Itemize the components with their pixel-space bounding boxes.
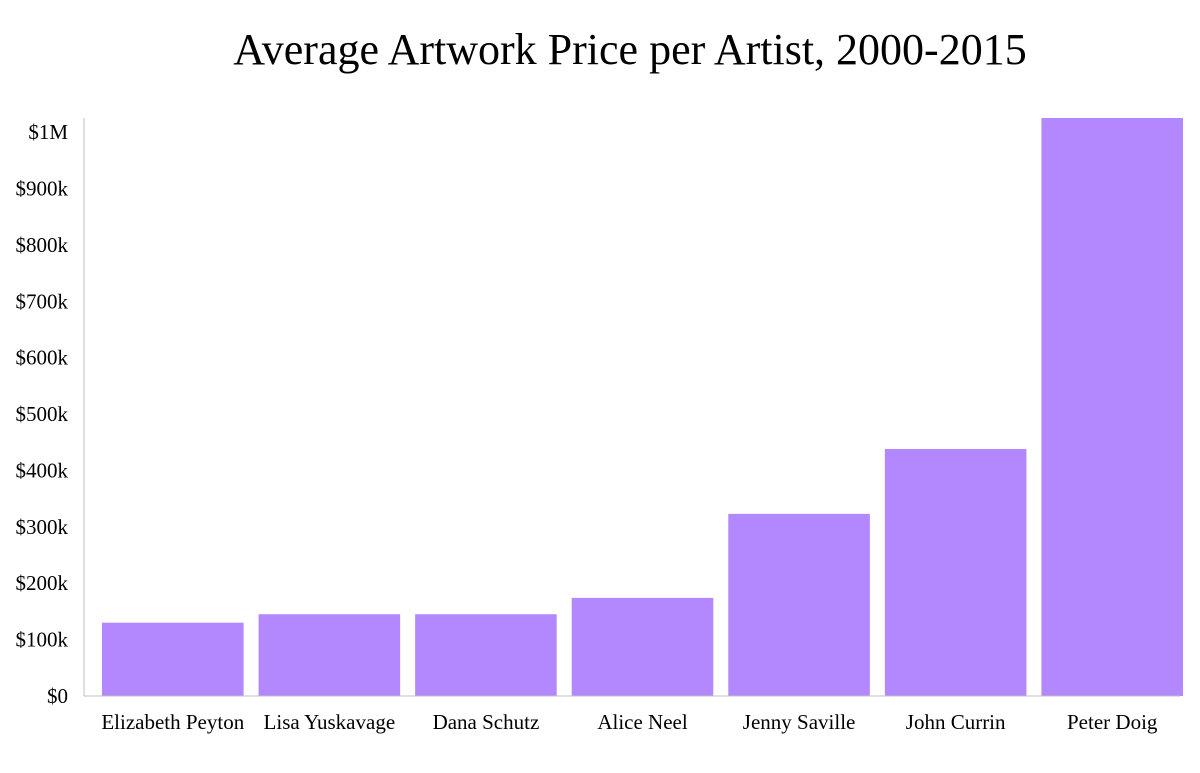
x-tick-label: Elizabeth Peyton [101,710,244,734]
x-tick-label: Alice Neel [597,710,688,734]
x-tick-label: Jenny Saville [743,710,856,734]
x-tick-label: Lisa Yuskavage [264,710,396,734]
y-tick-label: $100k [16,628,69,652]
bars-group [102,118,1183,696]
bar [728,513,870,696]
bar [415,614,557,696]
x-tick-label: Dana Schutz [433,710,540,734]
y-tick-label: $500k [16,402,69,426]
y-tick-label: $600k [16,346,69,370]
bar [884,449,1027,696]
y-tick-label: $300k [16,515,69,539]
y-tick-label: $0 [47,684,68,708]
y-tick-label: $200k [16,571,69,595]
chart-title: Average Artwork Price per Artist, 2000-2… [233,25,1027,74]
y-tick-label: $400k [16,458,69,482]
bar [258,614,401,696]
x-tick-label: John Currin [906,710,1006,734]
y-tick-label: $800k [16,233,69,257]
bar [102,622,244,696]
y-tick-label: $900k [16,176,69,200]
x-axis: Elizabeth Peyton Lisa Yuskavage Dana Schut… [84,695,1180,734]
y-tick-label: $700k [16,289,69,313]
y-axis: $0 $100k $200k $300k $400k $500k $600k $700k $80… [16,118,85,708]
bar [571,597,714,696]
bar [1041,118,1183,696]
x-tick-label: Peter Doig [1067,710,1158,734]
y-tick-label: $1M [28,120,68,144]
